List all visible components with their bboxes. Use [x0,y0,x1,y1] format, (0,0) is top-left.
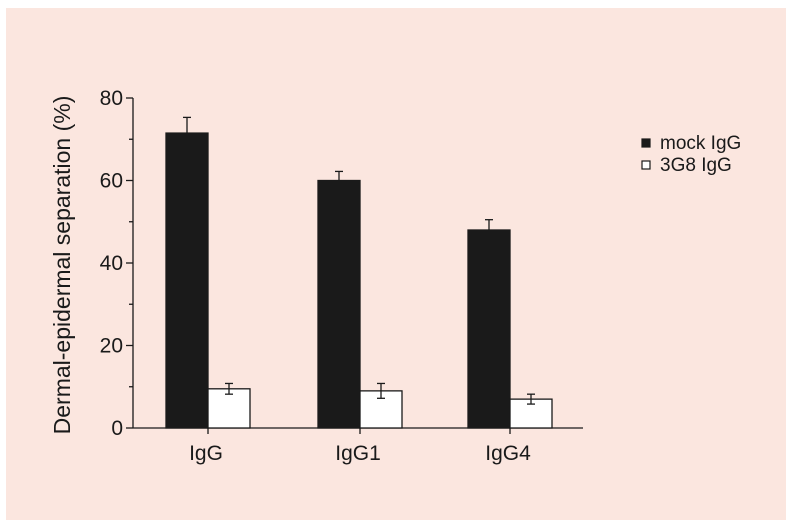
legend-label-mock-igg: mock IgG [660,133,741,154]
y-tick-label: 20 [100,335,123,358]
legend-swatch-mock-igg [641,138,651,148]
y-tick-label: 40 [100,252,123,275]
y-tick-label: 0 [111,417,123,440]
y-tick-label: 60 [100,170,123,193]
bar-mock-igg-igg [165,132,209,429]
y-axis-title: Dermal-epidermal separation (%) [49,96,75,435]
legend-label-3g8-igg: 3G8 IgG [660,155,732,176]
x-category-label: IgG4 [485,442,531,465]
bars [165,116,553,429]
bar-mock-igg-igg4 [467,229,511,429]
figure-panel [6,8,786,520]
x-category-label: IgG [189,442,223,465]
y-axis: 0 20 40 60 80 [100,87,134,440]
y-tick-label: 80 [100,87,123,110]
x-category-label: IgG1 [335,442,381,465]
x-axis: IgG IgG1 IgG4 [133,427,583,465]
bar-mock-igg-igg1 [317,179,361,429]
legend-swatch-3g8-igg [641,160,651,170]
